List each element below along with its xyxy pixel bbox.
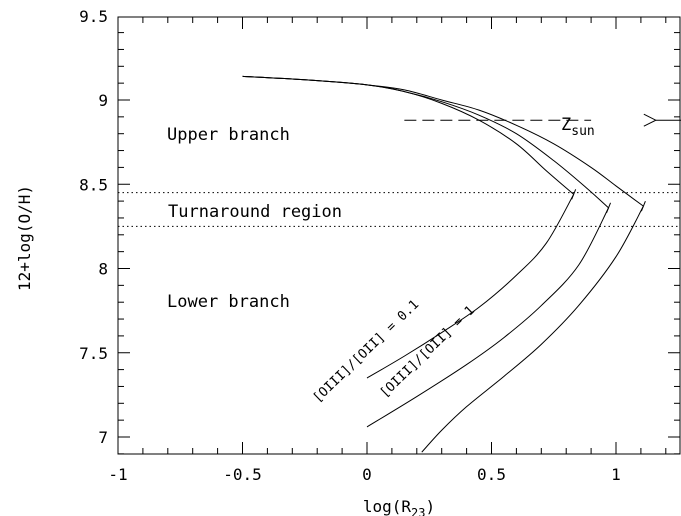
turnaround-point-1 xyxy=(606,202,611,214)
annotation-turnaround-region: Turnaround region xyxy=(168,202,342,222)
x-tick-label: 0 xyxy=(362,465,372,484)
curve-lower-1 xyxy=(366,207,609,428)
y-tick-label: 7 xyxy=(98,428,108,447)
axis-ticks xyxy=(117,17,680,455)
z-sun-label: Zsun xyxy=(561,115,595,139)
y-tick-label: 8 xyxy=(98,260,108,279)
x-tick-label: -1 xyxy=(108,465,127,484)
curve-lower-0 xyxy=(366,194,575,379)
x-axis-label: log(R23) xyxy=(363,497,435,516)
x-tick-label: -0.5 xyxy=(223,465,262,484)
x-axis-label-end: ) xyxy=(425,497,435,516)
x-tick-label: 0.5 xyxy=(477,465,506,484)
turnaround-point-0 xyxy=(571,189,577,200)
turnaround-point-2 xyxy=(640,200,646,212)
annotation-lower-branch: Lower branch xyxy=(167,292,290,312)
x-tick-label: 1 xyxy=(611,465,621,484)
curve-upper-2 xyxy=(242,75,644,207)
z-sun-subscript: sun xyxy=(571,124,594,139)
curve-label-0.1: [OIII]/[OII] = 0.1 xyxy=(310,297,422,406)
curve-upper-0 xyxy=(242,75,574,195)
z-sun-arrow-head xyxy=(643,113,657,127)
y-tick-label: 8.5 xyxy=(79,175,108,194)
y-tick-label: 7.5 xyxy=(79,344,108,363)
curve-upper-1 xyxy=(242,75,609,209)
curve-lower-2 xyxy=(421,205,644,453)
plot-frame xyxy=(117,16,681,455)
curves xyxy=(242,75,646,453)
y-axis-label: 12+log(O/H) xyxy=(15,185,34,291)
x-axis-label-subscript: 23 xyxy=(411,506,425,516)
y-tick-label: 9.5 xyxy=(79,7,108,26)
annotation-upper-branch: Upper branch xyxy=(167,125,290,145)
tick-labels: -1 -0.5 0 0.5 1 7 7.5 8 8.5 9 9.5 xyxy=(79,7,621,484)
y-tick-label: 9 xyxy=(98,91,108,110)
